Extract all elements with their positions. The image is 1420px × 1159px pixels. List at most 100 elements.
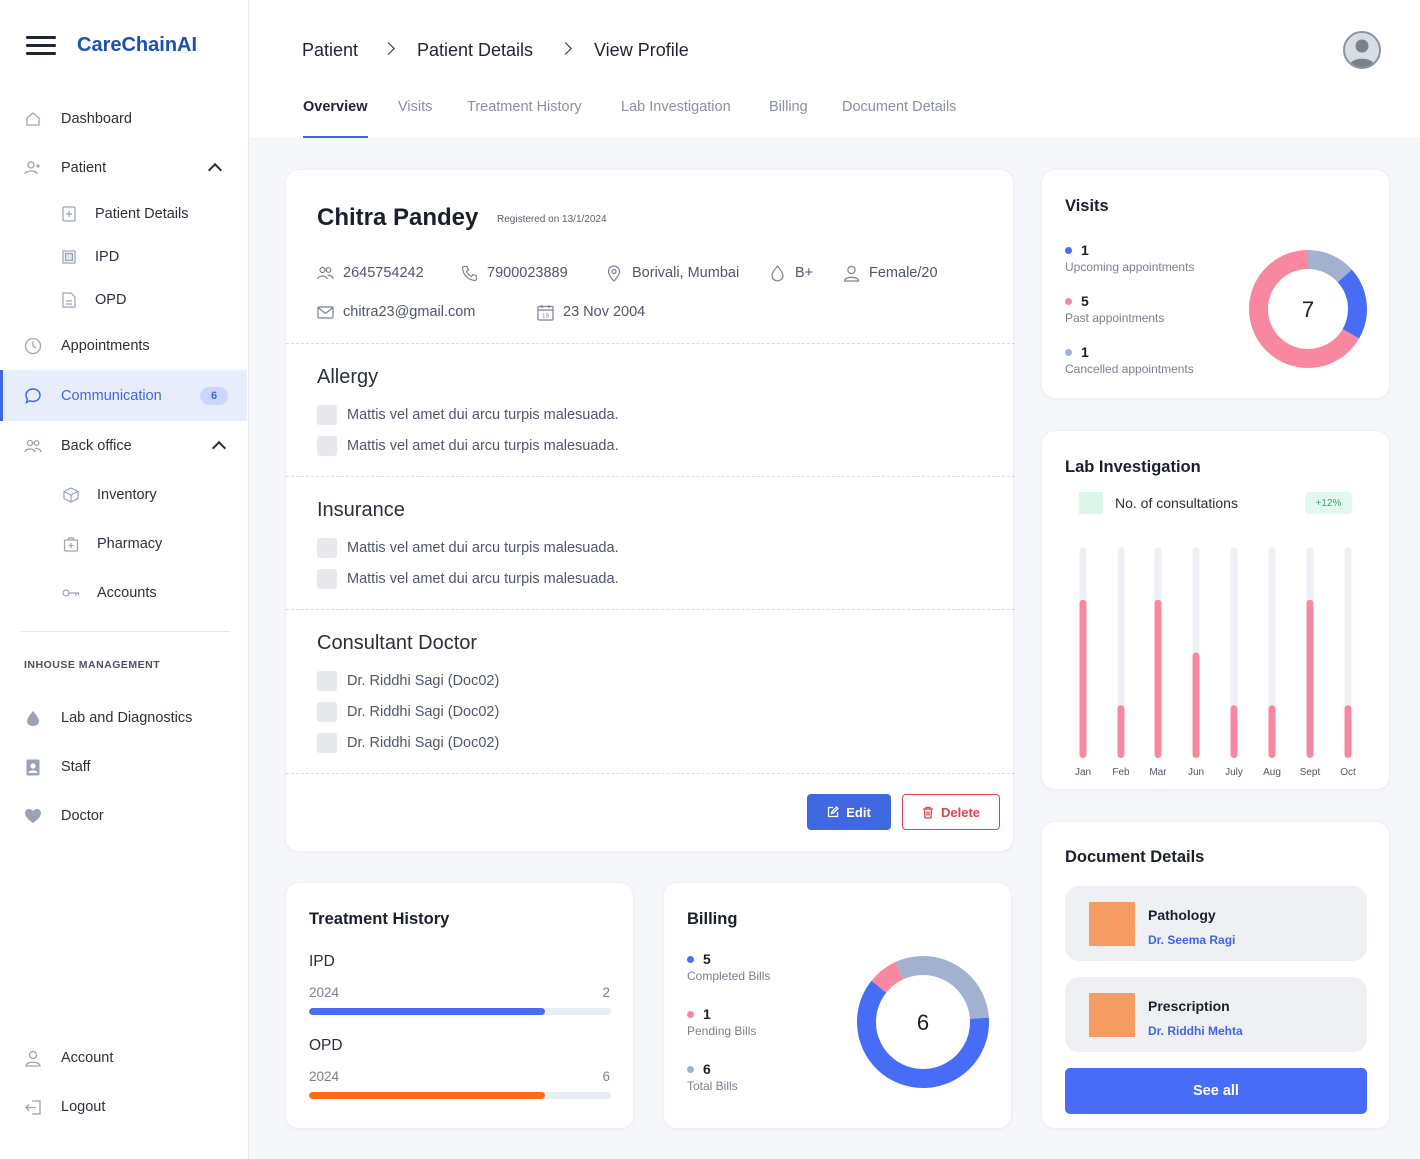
sidebar-item-account[interactable]: Account: [0, 1038, 247, 1078]
breadcrumb-patient[interactable]: Patient: [302, 40, 359, 60]
bar-mar[interactable]: [1154, 599, 1162, 758]
checkbox[interactable]: [317, 671, 337, 691]
sidebar-item-patient[interactable]: Patient: [0, 148, 247, 188]
bar-sept[interactable]: [1306, 599, 1314, 758]
chevron-right-icon: [559, 42, 572, 55]
bed-icon: [60, 248, 78, 266]
treatment-ipd-year: 2024: [309, 985, 340, 1000]
x-tick-label: Jun: [1188, 767, 1204, 778]
logout-icon: [24, 1098, 42, 1116]
chevron-up-icon[interactable]: [207, 162, 223, 178]
bar-jan[interactable]: [1079, 599, 1087, 758]
documents-title: Document Details: [1065, 848, 1205, 866]
visits-stat-upcoming: 1 Upcoming appointments: [1065, 242, 1195, 274]
sidebar-item-staff[interactable]: Staff: [0, 747, 247, 787]
sidebar-item-ipd[interactable]: IPD: [0, 237, 247, 277]
sidebar-item-patient-details[interactable]: Patient Details: [0, 194, 247, 234]
drop-icon: [768, 264, 786, 282]
donut-segment-2: [857, 956, 989, 1088]
sidebar-item-inventory[interactable]: Inventory: [0, 475, 247, 515]
donut-segment-1: [857, 956, 989, 1088]
home-icon: [24, 110, 42, 128]
tab-visits[interactable]: Visits: [398, 99, 433, 115]
sidebar-item-lab-diagnostics[interactable]: Lab and Diagnostics: [0, 698, 247, 738]
bar-feb[interactable]: [1117, 705, 1125, 758]
delete-button[interactable]: Delete: [902, 794, 1000, 830]
document-thumbnail: [1089, 902, 1135, 946]
sidebar-item-appointments[interactable]: Appointments: [0, 326, 247, 366]
bar-aug[interactable]: [1268, 705, 1276, 758]
brand-logo: CareChainAI: [77, 34, 198, 56]
sidebar-item-label: IPD: [95, 249, 120, 265]
section-divider: [286, 343, 1015, 344]
user-icon: [24, 1049, 42, 1067]
legend-dot: [687, 955, 694, 963]
lab-investigation-card: Lab Investigation No. of consultations +…: [1041, 430, 1390, 790]
tab-overview[interactable]: Overview: [303, 99, 368, 115]
sidebar-item-back-office[interactable]: Back office: [0, 426, 247, 466]
insurance-title: Insurance: [317, 499, 405, 521]
treatment-opd-progress: [309, 1092, 611, 1099]
chevron-up-icon[interactable]: [211, 440, 227, 456]
phone-icon: [460, 264, 478, 282]
tab-billing[interactable]: Billing: [769, 99, 808, 115]
checkbox[interactable]: [317, 569, 337, 589]
sidebar-item-logout[interactable]: Logout: [0, 1087, 247, 1127]
box-icon: [62, 486, 80, 504]
edit-button[interactable]: Edit: [807, 794, 891, 830]
patient-email: chitra23@gmail.com: [316, 303, 475, 321]
see-all-button[interactable]: See all: [1065, 1068, 1367, 1114]
sidebar-item-communication[interactable]: Communication 6: [0, 370, 247, 421]
avatar[interactable]: [1343, 31, 1381, 69]
sidebar-item-dashboard[interactable]: Dashboard: [0, 99, 247, 139]
treatment-ipd-progress: [309, 1008, 611, 1015]
chevron-right-icon: [382, 42, 395, 55]
bar-jun[interactable]: [1192, 652, 1200, 759]
treatment-opd-year: 2024: [309, 1069, 340, 1084]
patient-location: Borivali, Mumbai: [605, 264, 739, 282]
allergy-item: Mattis vel amet dui arcu turpis malesuad…: [317, 405, 619, 425]
sidebar-item-label: Inventory: [97, 487, 157, 503]
tab-treatment-history[interactable]: Treatment History: [467, 99, 582, 115]
donut-center-value: 7: [1302, 297, 1314, 322]
donut-segment-1: [1249, 250, 1367, 368]
document-item-prescription[interactable]: Prescription Dr. Riddhi Mehta: [1065, 977, 1367, 1052]
section-divider: [286, 773, 1015, 774]
bar-july[interactable]: [1230, 705, 1238, 758]
sidebar-item-label: Accounts: [97, 585, 157, 601]
sidebar-item-opd[interactable]: OPD: [0, 280, 247, 320]
breadcrumb-view-profile: View Profile: [594, 40, 689, 60]
tab-document-details[interactable]: Document Details: [842, 99, 957, 115]
sidebar-item-doctor[interactable]: Doctor: [0, 796, 247, 836]
menu-icon[interactable]: [26, 36, 56, 56]
trend-badge: +12%: [1305, 492, 1352, 514]
sidebar-item-accounts[interactable]: Accounts: [0, 573, 247, 613]
edit-icon: [828, 806, 840, 818]
sidebar-item-label: Communication: [61, 387, 162, 404]
document-doctor[interactable]: Dr. Seema Ragi: [1148, 933, 1236, 947]
clock-icon: [24, 337, 42, 355]
visits-stat-cancelled: 1 Cancelled appointments: [1065, 344, 1194, 376]
x-tick-label: Oct: [1340, 767, 1356, 778]
treatment-ipd-count: 2: [602, 985, 610, 1000]
x-tick-label: July: [1225, 767, 1243, 778]
tab-lab-investigation[interactable]: Lab Investigation: [621, 99, 731, 115]
checkbox[interactable]: [317, 733, 337, 753]
bar-track: [1268, 547, 1276, 758]
legend-dot: [687, 1065, 694, 1073]
legend-dot: [687, 1010, 694, 1018]
document-doctor[interactable]: Dr. Riddhi Mehta: [1148, 1024, 1243, 1038]
sidebar-item-pharmacy[interactable]: Pharmacy: [0, 524, 247, 564]
top-header: Patient Patient Details View Profile Ove…: [250, 0, 1420, 139]
checkbox[interactable]: [317, 436, 337, 456]
document-item-pathology[interactable]: Pathology Dr. Seema Ragi: [1065, 886, 1367, 961]
sidebar-item-label: Logout: [61, 1099, 106, 1115]
sidebar-item-label: Dashboard: [61, 111, 132, 127]
checkbox[interactable]: [317, 538, 337, 558]
users-icon: [316, 264, 334, 282]
bar-oct[interactable]: [1344, 705, 1352, 758]
patient-dob: 19 23 Nov 2004: [536, 303, 645, 321]
breadcrumb-patient-details[interactable]: Patient Details: [417, 40, 534, 60]
checkbox[interactable]: [317, 702, 337, 722]
checkbox[interactable]: [317, 405, 337, 425]
